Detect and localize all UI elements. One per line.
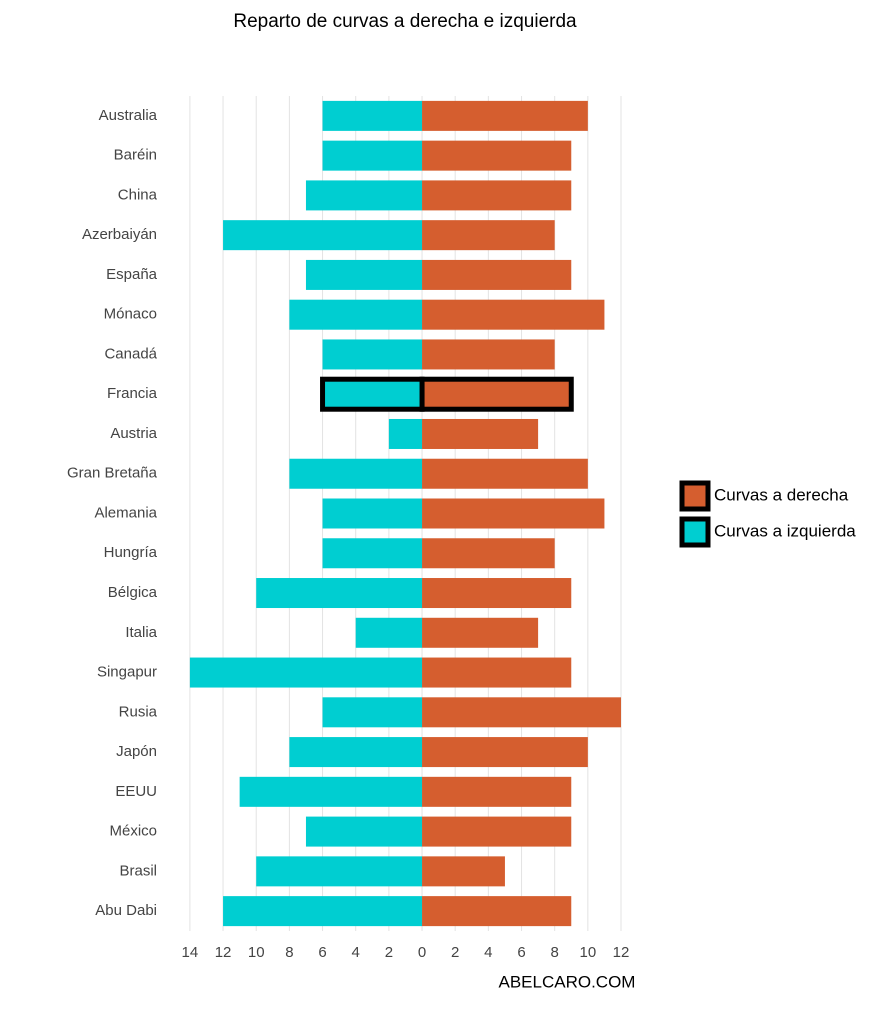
bar (322, 697, 423, 728)
bar (322, 538, 423, 569)
y-tick-label: China (118, 186, 158, 203)
bar (322, 339, 423, 370)
bar (419, 376, 574, 412)
bar (422, 856, 505, 887)
x-tick-label: 4 (484, 944, 492, 961)
x-tick-label: 6 (517, 944, 525, 961)
x-tick-label: 6 (318, 944, 326, 961)
bar (388, 418, 423, 449)
legend-label: Curvas a izquierda (714, 521, 856, 540)
x-tick-label: 10 (580, 944, 597, 961)
bar (422, 657, 572, 688)
y-tick-label: Alemania (94, 504, 157, 521)
bar (320, 376, 425, 412)
y-tick-label: Gran Bretaña (67, 465, 158, 482)
bar (289, 458, 423, 489)
bar (422, 339, 555, 370)
bar (305, 259, 423, 290)
y-tick-label: Rusia (119, 703, 158, 720)
x-tick-label: 14 (182, 944, 199, 961)
y-tick-label: Bélgica (108, 584, 158, 601)
bar (422, 776, 572, 807)
bar (422, 578, 572, 609)
bar (322, 140, 423, 171)
bar (422, 259, 572, 290)
bar (422, 538, 555, 569)
x-tick-label: 2 (385, 944, 393, 961)
bar (239, 776, 423, 807)
bar (189, 657, 423, 688)
bar (289, 737, 423, 768)
y-tick-label: EEUU (115, 783, 157, 800)
y-tick-label: México (109, 823, 157, 840)
bar (305, 816, 423, 847)
bar (322, 100, 423, 131)
bar (422, 100, 588, 131)
y-tick-label: Italia (125, 624, 157, 641)
bar (422, 896, 572, 927)
bar (305, 180, 423, 211)
bar (422, 299, 605, 330)
y-tick-label: Japón (116, 743, 157, 760)
bar (223, 220, 423, 251)
bar (422, 180, 572, 211)
bar (422, 617, 539, 648)
legend-label: Curvas a derecha (714, 485, 849, 504)
y-tick-label: Australia (99, 107, 158, 124)
bar (355, 617, 423, 648)
bar (256, 856, 423, 887)
y-tick-label: Hungría (104, 544, 158, 561)
bar (422, 816, 572, 847)
y-tick-label: Canadá (104, 345, 157, 362)
bar (322, 498, 423, 529)
x-tick-label: 10 (248, 944, 265, 961)
y-tick-label: Austria (110, 425, 157, 442)
y-tick-label: España (106, 266, 158, 283)
legend-swatch (679, 480, 711, 512)
y-tick-label: Azerbaiyán (82, 226, 157, 243)
bar (422, 458, 588, 489)
bar (422, 220, 555, 251)
y-tick-label: Baréin (114, 147, 157, 164)
x-tick-label: 8 (285, 944, 293, 961)
x-tick-label: 4 (352, 944, 360, 961)
x-tick-label: 2 (451, 944, 459, 961)
y-tick-label: Abu Dabi (95, 902, 157, 919)
chart-title: Reparto de curvas a derecha e izquierda (233, 11, 577, 32)
y-tick-label: Singapur (97, 664, 157, 681)
x-tick-label: 12 (613, 944, 630, 961)
bar (422, 140, 572, 171)
y-tick-label: Brasil (119, 862, 157, 879)
y-tick-label: Francia (107, 385, 158, 402)
bar (422, 737, 588, 768)
x-tick-label: 12 (215, 944, 232, 961)
bar (422, 697, 622, 728)
caption: ABELCARO.COM (499, 972, 636, 991)
bar (422, 418, 539, 449)
legend-swatch (679, 516, 711, 548)
bar (256, 578, 423, 609)
bar (289, 299, 423, 330)
x-tick-label: 0 (418, 944, 426, 961)
y-tick-label: Mónaco (104, 306, 157, 323)
x-tick-label: 8 (551, 944, 559, 961)
bar (223, 896, 423, 927)
bar (422, 498, 605, 529)
